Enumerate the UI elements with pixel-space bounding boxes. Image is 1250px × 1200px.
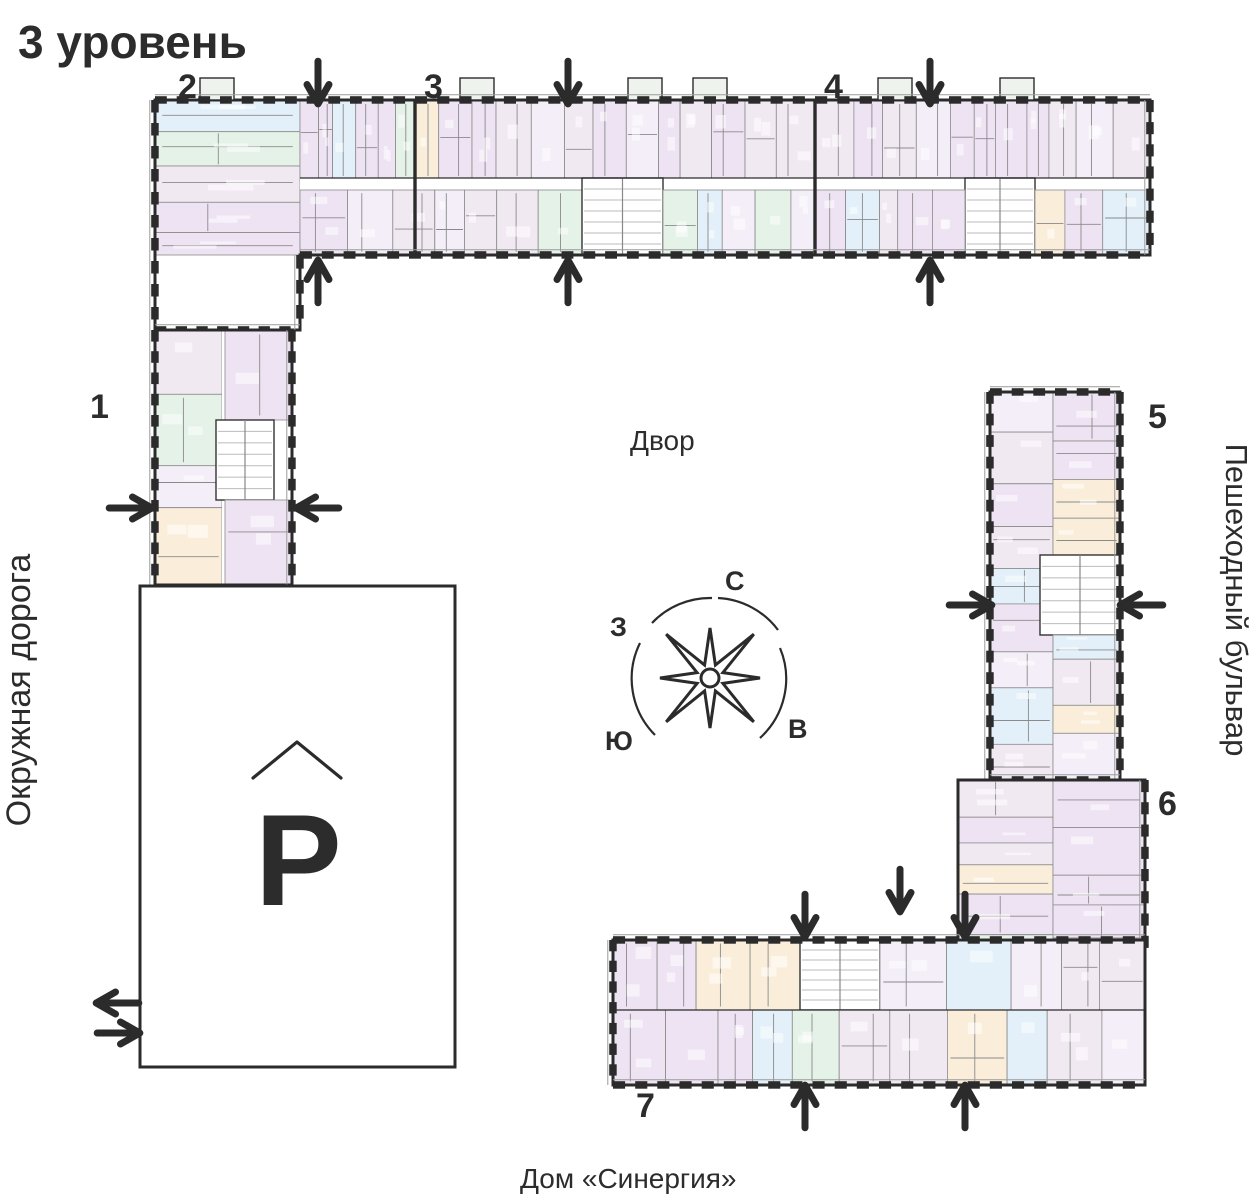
svg-text:1: 1 xyxy=(90,388,109,426)
svg-text:В: В xyxy=(788,714,808,744)
svg-text:2: 2 xyxy=(178,68,197,106)
svg-text:Окружная дорога: Окружная дорога xyxy=(0,554,38,827)
svg-text:З: З xyxy=(610,612,627,642)
svg-text:Пешеходный бульвар: Пешеходный бульвар xyxy=(1219,444,1250,757)
svg-text:P: P xyxy=(255,787,342,933)
svg-text:5: 5 xyxy=(1148,398,1167,436)
svg-text:3: 3 xyxy=(424,68,443,106)
svg-text:3 уровень: 3 уровень xyxy=(18,16,247,68)
svg-text:С: С xyxy=(725,566,745,596)
svg-text:6: 6 xyxy=(1158,785,1177,823)
svg-text:Ю: Ю xyxy=(605,726,633,756)
svg-text:Двор: Двор xyxy=(630,425,695,456)
svg-text:4: 4 xyxy=(824,68,843,106)
svg-text:7: 7 xyxy=(636,1087,655,1125)
svg-text:Дом «Синергия»: Дом «Синергия» xyxy=(520,1163,737,1194)
